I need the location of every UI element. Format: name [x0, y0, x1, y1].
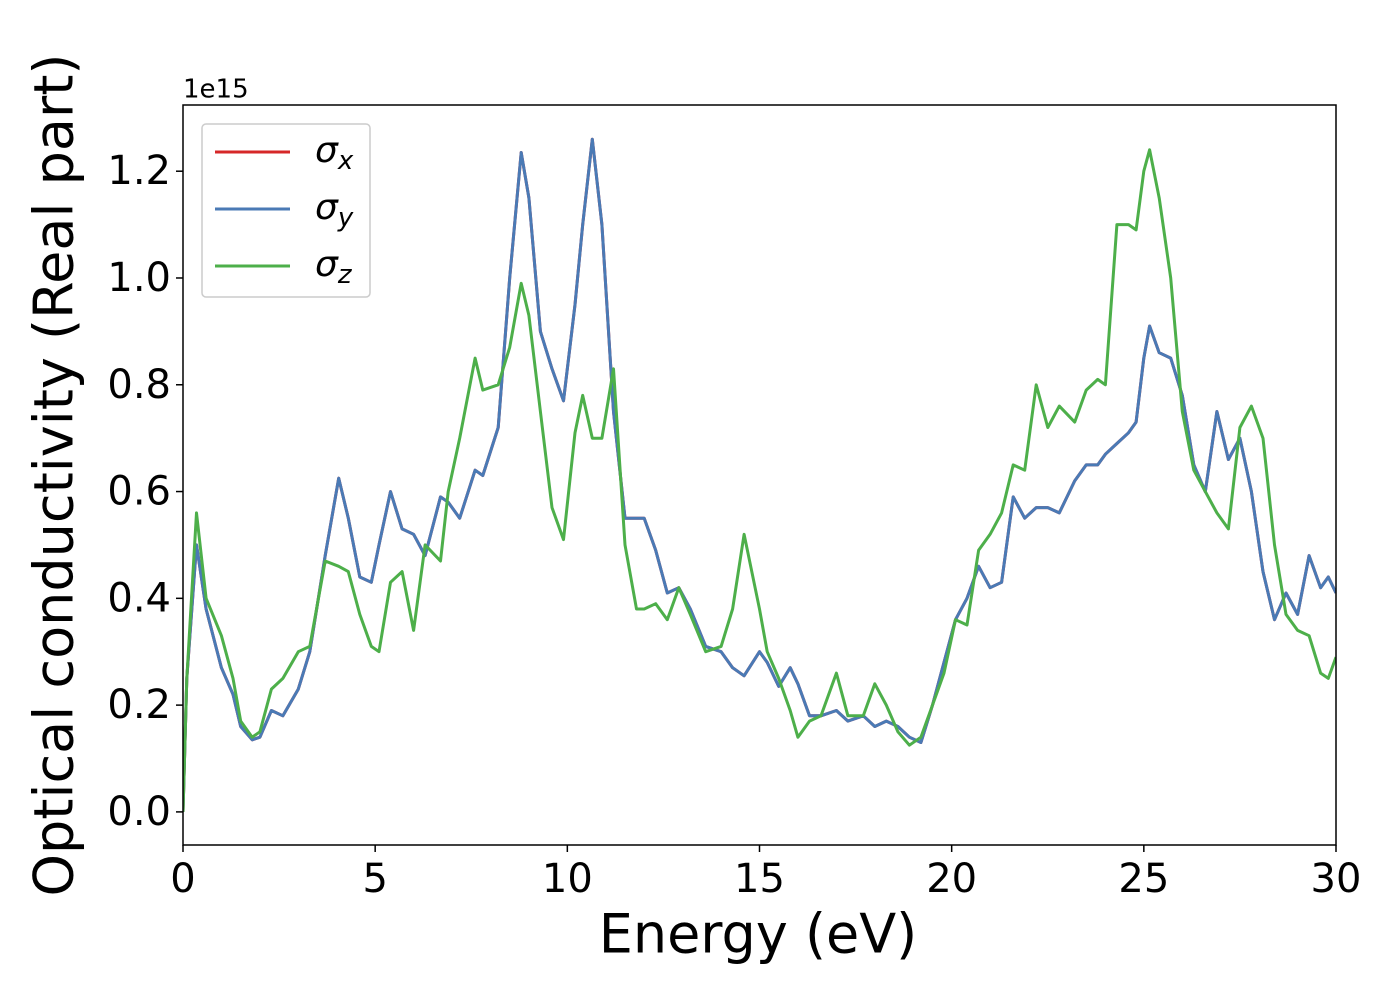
legend-label: σz	[315, 244, 353, 290]
x-axis-label: Energy (eV)	[599, 903, 918, 966]
x-tick-label: 5	[362, 856, 387, 902]
x-tick-label: 20	[926, 856, 977, 902]
y-tick-label: 0.6	[107, 469, 171, 515]
y-tick-label: 1.0	[107, 255, 171, 301]
y-axis-label: Optical conductivity (Real part)	[23, 54, 86, 897]
y-tick-label: 1.2	[107, 148, 171, 194]
plot-frame	[182, 104, 1337, 846]
y-tick-label: 0.8	[107, 362, 171, 408]
legend-label: σy	[315, 187, 354, 233]
x-tick-label: 15	[734, 856, 785, 902]
y-tick-label: 0.0	[107, 789, 171, 835]
line-series	[183, 148, 1336, 812]
x-tick-label: 30	[1311, 856, 1362, 902]
x-tick-label: 25	[1118, 856, 1169, 902]
line-series	[183, 137, 1336, 812]
legend-label: σx	[315, 130, 354, 176]
y-tick-label: 0.2	[107, 682, 171, 728]
y-offset-label: 1e15	[183, 75, 249, 105]
x-tick-label: 10	[542, 856, 593, 902]
y-tick-label: 0.4	[107, 575, 171, 621]
legend: σx σy σz	[201, 123, 371, 298]
x-tick-label: 0	[170, 856, 195, 902]
